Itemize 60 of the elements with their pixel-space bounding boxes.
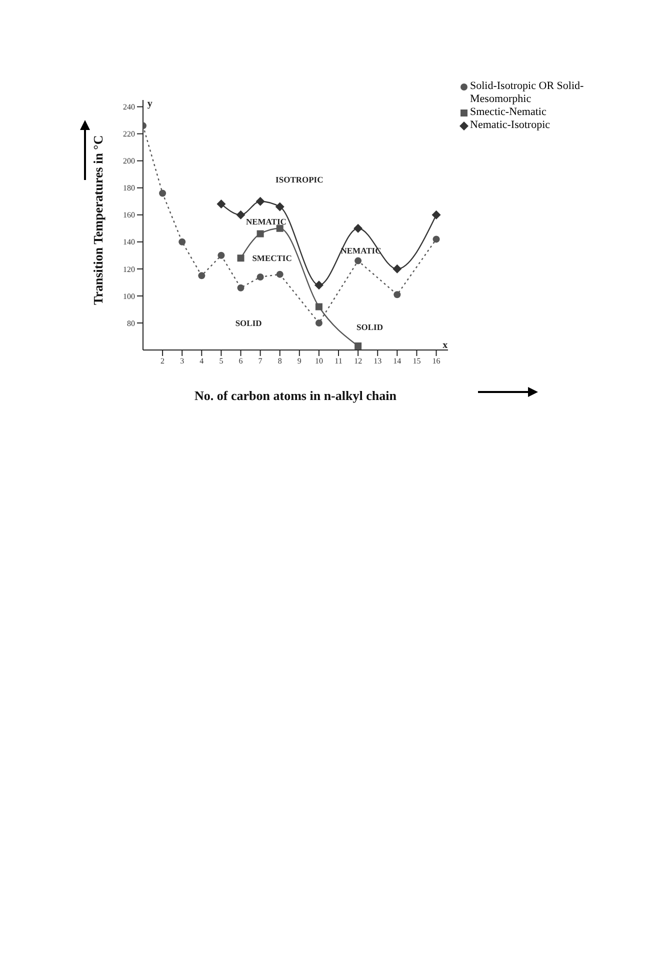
point bbox=[354, 257, 362, 264]
y-tick-label: 160 bbox=[123, 210, 135, 220]
point bbox=[256, 274, 264, 281]
x-tick-label: 14 bbox=[393, 356, 402, 366]
x-tick-label: 4 bbox=[200, 356, 204, 366]
y-tick-label: 200 bbox=[123, 156, 135, 166]
y-axis-title: Transition Temperatures in °C bbox=[90, 135, 106, 305]
x-tick-label: 5 bbox=[219, 356, 224, 366]
point bbox=[315, 303, 322, 310]
point bbox=[432, 210, 441, 220]
x-tick-label: 15 bbox=[412, 356, 421, 366]
x-tick-label: 9 bbox=[297, 356, 302, 366]
x-tick-label: 6 bbox=[238, 356, 243, 366]
x-tick-label: 3 bbox=[180, 356, 184, 366]
point bbox=[276, 224, 284, 232]
point bbox=[256, 230, 264, 238]
point bbox=[432, 236, 440, 243]
y-tick-label: 240 bbox=[123, 102, 135, 112]
point bbox=[394, 291, 401, 298]
point bbox=[276, 270, 284, 278]
point bbox=[354, 342, 362, 350]
legend-label: Solid-Isotropic OR Solid-Mesomorphic bbox=[470, 80, 585, 106]
annotation: SOLID bbox=[235, 318, 262, 328]
x-tick-label: 12 bbox=[354, 356, 362, 366]
y-tick-label: 220 bbox=[123, 130, 135, 139]
point bbox=[314, 280, 324, 290]
x-tick-label: 7 bbox=[258, 356, 262, 366]
annotation: SOLID bbox=[356, 322, 384, 332]
annotation: x bbox=[442, 340, 448, 352]
x-tick-label: 11 bbox=[334, 356, 342, 366]
point bbox=[218, 252, 225, 259]
x-axis-title: No. of carbon atoms in n-alkyl chain bbox=[194, 388, 398, 403]
y-tick-label: 80 bbox=[127, 318, 135, 328]
point bbox=[256, 196, 265, 206]
point bbox=[216, 200, 226, 209]
point bbox=[354, 224, 363, 233]
point bbox=[237, 254, 244, 262]
y-tick-label: 120 bbox=[123, 264, 135, 274]
annotation: NEMATIC bbox=[246, 216, 286, 227]
point bbox=[236, 210, 246, 220]
legend-label: Smectic-Nematic bbox=[470, 106, 546, 119]
point bbox=[159, 190, 166, 197]
point bbox=[275, 202, 284, 212]
x-tick-label: 8 bbox=[278, 356, 282, 366]
point bbox=[237, 284, 244, 292]
x-tick-label: 13 bbox=[374, 356, 382, 366]
x-tick-label: 2 bbox=[160, 356, 165, 366]
y-tick-label: 180 bbox=[123, 184, 135, 193]
point bbox=[315, 319, 322, 326]
annotation: y bbox=[147, 98, 152, 110]
point bbox=[392, 264, 402, 274]
x-tick-label: 16 bbox=[432, 356, 440, 366]
y-tick-label: 100 bbox=[123, 292, 135, 301]
annotation: SMECTIC bbox=[252, 253, 292, 264]
annotation: ISOTROPIC bbox=[276, 174, 324, 185]
legend-label: Nematic-Isotropic bbox=[470, 119, 550, 132]
point bbox=[178, 238, 186, 246]
point bbox=[198, 272, 206, 280]
y-tick-label: 140 bbox=[123, 238, 135, 247]
x-tick-label: 10 bbox=[314, 356, 323, 366]
